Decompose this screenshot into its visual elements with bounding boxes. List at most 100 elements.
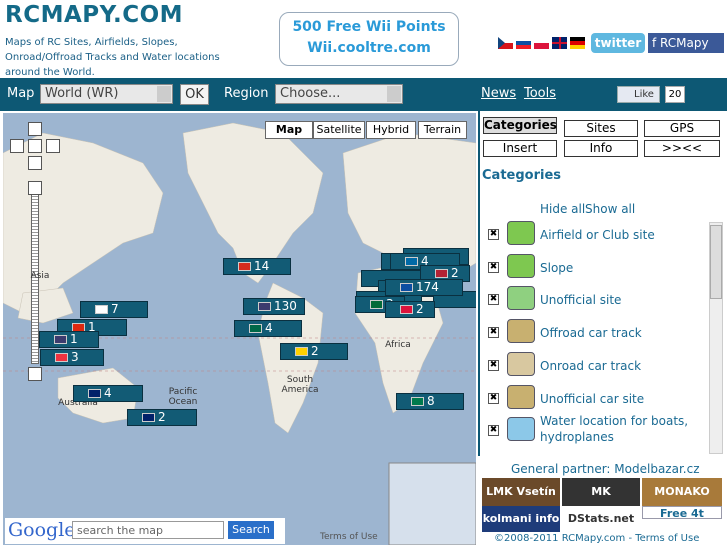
category-icon	[507, 417, 535, 442]
marker[interactable]: 130	[243, 298, 305, 315]
like-button[interactable]: Like	[617, 86, 660, 103]
logo[interactable]: RCMAPY.COM	[5, 2, 184, 28]
panel-bar	[478, 78, 727, 111]
marker-flag	[142, 413, 155, 422]
marker[interactable]: 4	[73, 385, 143, 402]
map-type-button[interactable]: Hybrid	[366, 121, 416, 139]
map-select[interactable]: World (WR)	[40, 84, 173, 104]
facebook-label: RCMapy	[660, 36, 709, 50]
category-checkbox[interactable]: ✖	[488, 359, 499, 371]
ad-banner[interactable]: 500 Free Wii Points Wii.cooltre.com	[279, 12, 459, 66]
marker-count: 7	[111, 302, 119, 316]
sponsor-logo[interactable]: Free 4t Counter	[642, 506, 722, 519]
tools-link[interactable]: Tools	[524, 86, 557, 101]
twitter-button[interactable]: twitter	[591, 33, 645, 53]
marker[interactable]: 4	[234, 320, 302, 337]
language-flags[interactable]	[498, 37, 588, 49]
marker-flag	[249, 324, 262, 333]
category-link[interactable]: Offroad car track	[540, 326, 642, 341]
partner-text: General partner: Modelbazar.cz	[511, 462, 700, 476]
nav-control[interactable]	[28, 139, 42, 153]
nav-control[interactable]	[28, 122, 42, 136]
category-icon	[507, 351, 535, 376]
nav-control[interactable]	[28, 156, 42, 170]
marker[interactable]: 7	[80, 301, 148, 318]
marker[interactable]: 174	[385, 279, 463, 296]
sponsor-logo[interactable]: DStats.net	[562, 506, 640, 532]
marker-flag	[435, 269, 448, 278]
category-checkbox[interactable]: ✖	[488, 425, 499, 437]
marker-count: 2	[158, 410, 166, 424]
nav-control[interactable]	[46, 139, 60, 153]
marker[interactable]: 2	[385, 301, 435, 318]
map-type-button[interactable]: Map	[265, 121, 313, 139]
map-type-button[interactable]: Terrain	[418, 121, 467, 139]
marker[interactable]: 2	[127, 409, 197, 426]
category-checkbox[interactable]: ✖	[488, 392, 499, 404]
region-label: Region	[224, 86, 269, 101]
search-input[interactable]: search the map	[72, 521, 224, 539]
tagline: Maps of RC Sites, Airfields, Slopes, Onr…	[5, 37, 220, 78]
nav-control[interactable]	[10, 139, 24, 153]
footer-link[interactable]: RCMapy.com - Terms of Use	[561, 533, 700, 544]
marker[interactable]: 2	[280, 343, 348, 360]
panel-tab[interactable]: GPS	[644, 120, 720, 137]
category-icon	[507, 286, 535, 311]
panel-tab[interactable]: Categories	[483, 117, 557, 134]
nav-control[interactable]	[28, 181, 42, 195]
marker[interactable]: 3	[40, 349, 104, 366]
panel-tab[interactable]: Info	[564, 140, 638, 157]
category-icon	[507, 253, 535, 278]
marker[interactable]: 14	[223, 258, 291, 275]
show-all[interactable]: Show all	[585, 202, 636, 216]
map-label: Asia	[30, 271, 50, 281]
marker-flag	[411, 397, 424, 406]
marker-count: 174	[416, 280, 439, 294]
map-label: Pacific Ocean	[168, 387, 198, 407]
news-link[interactable]: News	[481, 86, 517, 101]
marker-flag	[88, 389, 101, 398]
search-button[interactable]: Search	[228, 521, 274, 539]
sponsor-logo[interactable]: MONAKO	[642, 478, 722, 506]
marker[interactable]: 8	[396, 393, 464, 410]
marker-flag	[405, 257, 418, 266]
category-checkbox[interactable]: ✖	[488, 327, 499, 339]
ad-line: Wii.cooltre.com	[307, 40, 431, 56]
ok-button[interactable]: OK	[180, 84, 209, 105]
map-label: Map	[7, 86, 35, 101]
category-link[interactable]: Unofficial site	[540, 293, 622, 308]
nav-control[interactable]	[28, 367, 42, 381]
sponsor-logo[interactable]: MK WINKHAUS	[562, 478, 640, 506]
marker-count: 4	[265, 321, 273, 335]
sponsor-logo[interactable]: LMK Vsetín	[482, 478, 560, 506]
partner-link[interactable]: Modelbazar.cz	[614, 462, 700, 476]
marker-flag	[258, 302, 271, 311]
footer: ©2008-2011 RCMapy.com - Terms of Use	[494, 533, 699, 544]
map-type-button[interactable]: Satellite	[313, 121, 365, 139]
panel-tab[interactable]: Sites	[564, 120, 638, 137]
marker-flag	[55, 353, 68, 362]
category-checkbox[interactable]: ✖	[488, 294, 499, 306]
marker-flag	[400, 283, 413, 292]
marker-flag	[400, 305, 413, 314]
marker-count: 2	[451, 266, 459, 280]
category-link[interactable]: Water location for boats, hydroplanes	[540, 414, 689, 445]
map[interactable]: Asia Africa South America Pacific Ocean Aust…	[3, 113, 476, 545]
category-checkbox[interactable]: ✖	[488, 261, 499, 273]
category-link[interactable]: Onroad car track	[540, 358, 642, 373]
category-link[interactable]: Unofficial car site	[540, 391, 645, 406]
sponsor-logo[interactable]: kolmani info	[482, 506, 560, 532]
terms-link[interactable]: Terms of Use	[320, 532, 378, 542]
category-link[interactable]: Airfield or Club site	[540, 228, 655, 242]
marker[interactable]: 1	[39, 331, 99, 348]
region-select[interactable]: Choose...	[275, 84, 403, 104]
panel-tab[interactable]: Insert	[483, 140, 557, 157]
marker-count: 1	[88, 320, 96, 334]
category-checkbox[interactable]: ✖	[488, 229, 499, 240]
category-link[interactable]: Slope	[540, 260, 574, 275]
marker-count: 2	[416, 302, 424, 316]
panel-tab[interactable]: >><<	[644, 140, 720, 157]
hide-all[interactable]: Hide all	[540, 202, 586, 216]
facebook-button[interactable]: f RCMapy	[648, 33, 724, 53]
scrollbar[interactable]	[709, 222, 723, 454]
